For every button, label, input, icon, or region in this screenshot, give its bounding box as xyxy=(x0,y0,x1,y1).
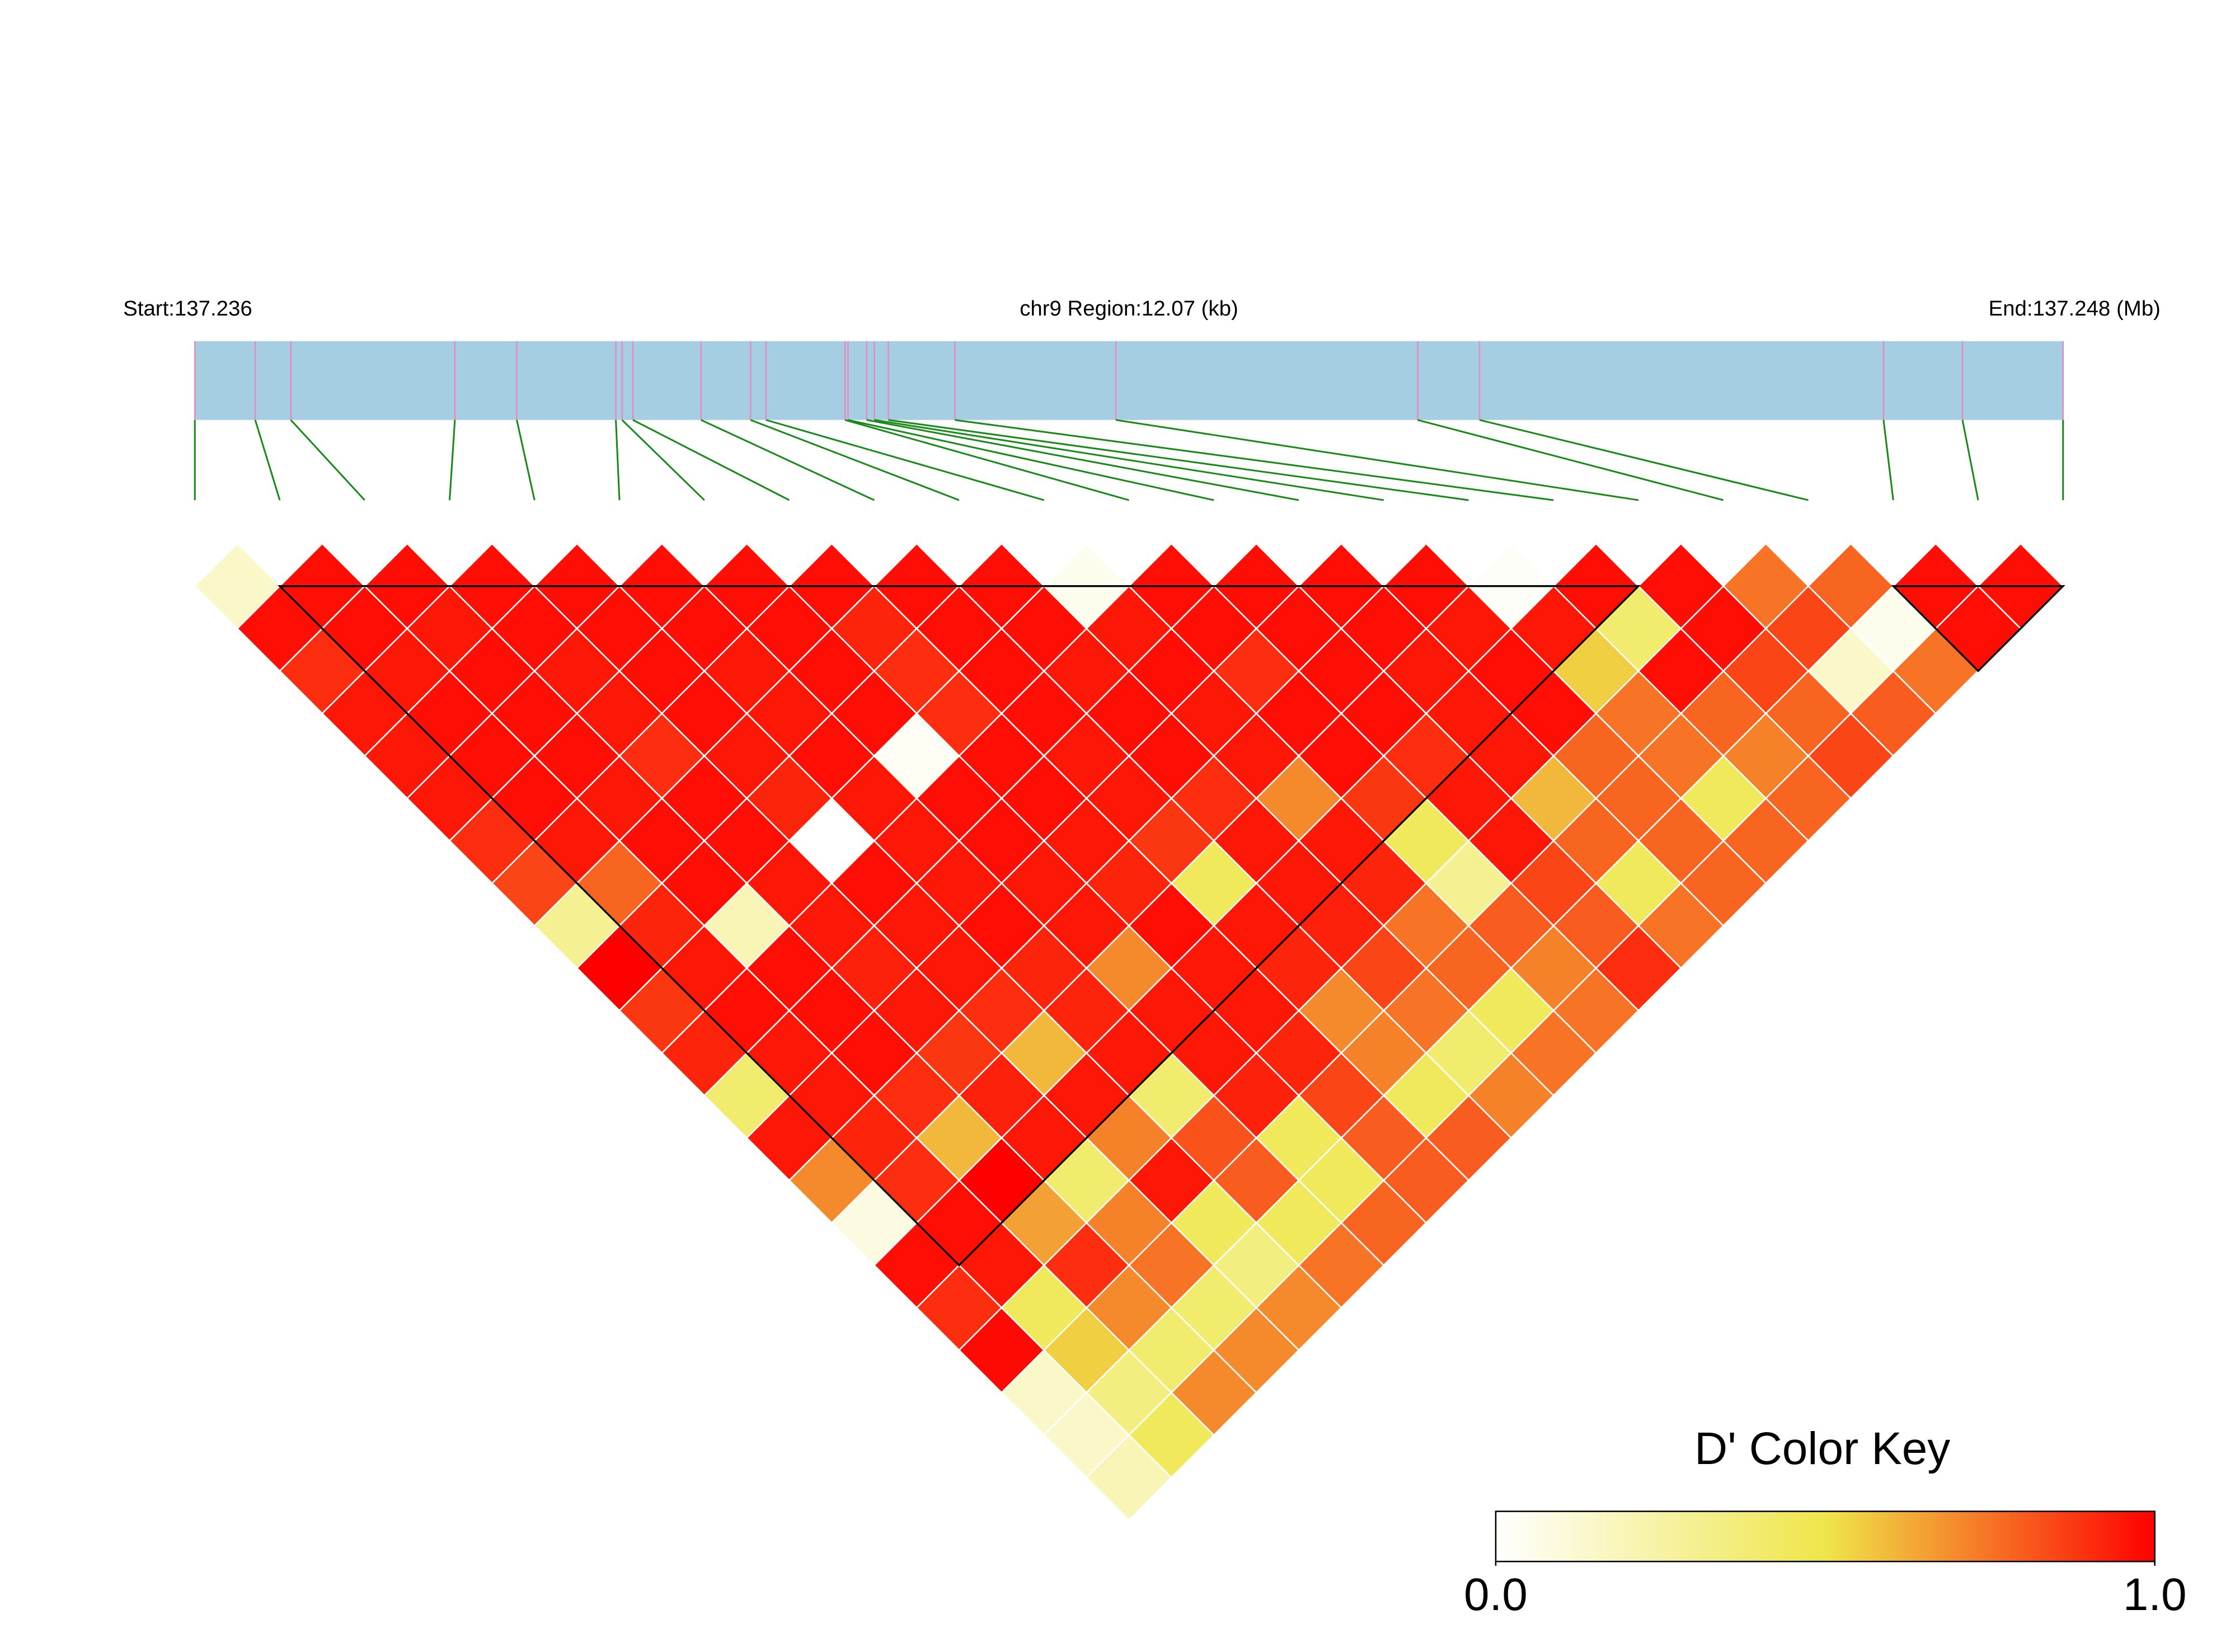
snp-connector xyxy=(701,419,875,501)
snp-connector xyxy=(448,420,456,501)
snp-connector xyxy=(621,419,705,501)
ld-block xyxy=(1891,585,2065,672)
snp-connector xyxy=(1115,419,1639,501)
ld-block xyxy=(277,585,1641,1267)
snp-connector xyxy=(888,419,1469,501)
snp-connector xyxy=(1882,420,1894,501)
start-label: Start:137.236 xyxy=(123,296,252,321)
snp-connector xyxy=(874,419,1384,501)
gene-bar xyxy=(195,341,2063,420)
snp-connector xyxy=(1479,419,1809,501)
snp-connector xyxy=(516,420,536,501)
region-label: chr9 Region:12.07 (kb) xyxy=(1020,296,1238,321)
snp-connector xyxy=(632,419,790,501)
color-key xyxy=(1495,1510,2156,1562)
snp-connector xyxy=(848,419,1214,501)
end-label: End:137.248 (Mb) xyxy=(1989,296,2161,321)
snp-connector xyxy=(866,419,1299,501)
color-key-label: 1.0 xyxy=(2123,1569,2187,1620)
legend-title: D' Color Key xyxy=(1694,1423,1950,1474)
snp-connector xyxy=(1417,419,1724,501)
color-key-label: 0.0 xyxy=(1464,1569,1528,1620)
snp-connector xyxy=(955,419,1554,501)
snp-connector xyxy=(844,419,1129,501)
snp-connector xyxy=(766,419,1045,501)
snp-connector xyxy=(615,420,621,501)
snp-connector xyxy=(254,420,281,501)
snp-connector xyxy=(1961,420,1979,501)
snp-connector xyxy=(290,419,365,501)
snp-connector xyxy=(750,419,960,501)
